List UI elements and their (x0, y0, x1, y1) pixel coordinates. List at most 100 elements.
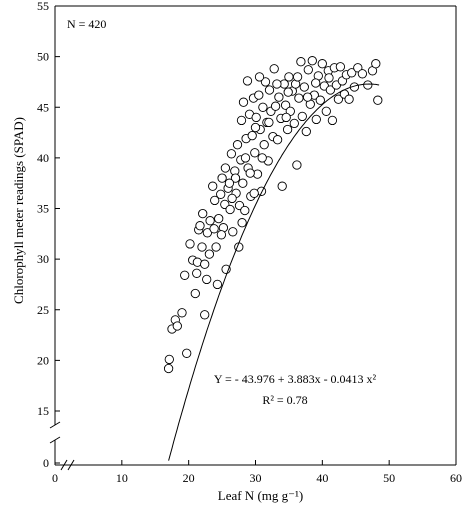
data-point (264, 117, 274, 128)
data-point (301, 126, 311, 137)
data-point (371, 59, 381, 69)
data-point (303, 65, 313, 75)
data-point (296, 57, 306, 67)
r-squared-label: R² = 0.78 (262, 393, 307, 407)
data-point (237, 218, 247, 228)
scatter-chart: 0 15 20 25 30 35 40 45 50 55 0 10 20 30 40 50 60 Leaf N (… (11, 0, 462, 503)
data-point (257, 153, 267, 163)
y-tick-label: 50 (37, 50, 49, 64)
data-point (281, 112, 291, 123)
y-tick-label: 0 (43, 456, 49, 470)
x-axis-break-mark (67, 459, 75, 471)
data-point (228, 227, 238, 237)
data-point (164, 354, 174, 365)
x-axis-break-mark (60, 459, 68, 471)
data-point (208, 181, 218, 191)
data-point (282, 124, 293, 135)
x-tick-label: 20 (183, 471, 195, 485)
data-point (292, 160, 302, 170)
data-point (297, 111, 307, 122)
data-point (321, 106, 331, 116)
data-point (204, 249, 215, 259)
data-point (205, 216, 215, 226)
data-point (195, 221, 205, 231)
data-point (236, 115, 247, 126)
data-point (325, 85, 336, 95)
data-point (292, 72, 303, 82)
data-point (315, 95, 325, 105)
data-point (202, 228, 213, 238)
data-point (333, 94, 344, 104)
data-point (240, 153, 251, 163)
data-point (209, 224, 219, 234)
x-axis-label: Leaf N (mg g⁻¹) (218, 488, 303, 503)
data-point (240, 205, 250, 216)
data-point (202, 274, 212, 285)
data-point (335, 62, 346, 72)
data-point (250, 122, 261, 133)
data-point (284, 72, 294, 82)
data-point (192, 268, 202, 278)
y-tick-label: 15 (37, 404, 49, 418)
data-point (200, 259, 210, 269)
x-tick-label: 60 (450, 471, 462, 485)
data-point (177, 308, 187, 318)
data-point (249, 188, 259, 198)
data-point (245, 168, 255, 178)
data-point (283, 87, 293, 97)
data-point (212, 279, 223, 290)
data-point (289, 118, 299, 129)
y-tick-label: 40 (37, 151, 49, 165)
y-axis-label: Chlorophyll meter readings (SPAD) (11, 117, 26, 304)
data-point (272, 135, 283, 145)
y-tick-label: 45 (37, 100, 49, 114)
data-point (264, 85, 275, 95)
data-point (259, 140, 269, 150)
data-point (232, 140, 243, 150)
data-point (238, 178, 248, 188)
data-point (230, 173, 241, 183)
data-point (220, 163, 231, 173)
data-point (211, 242, 221, 252)
data-point (247, 130, 257, 141)
data-point (311, 114, 321, 125)
data-point (197, 242, 207, 252)
sample-size-label: N = 420 (67, 17, 106, 31)
data-point (216, 230, 227, 240)
data-point (260, 77, 271, 87)
y-tick-label: 30 (37, 252, 49, 266)
data-point (302, 92, 313, 102)
data-point (198, 208, 208, 219)
data-point (277, 181, 287, 191)
regression-equation: Y = - 43.976 + 3.883x - 0.0413 x² (214, 372, 377, 386)
x-tick-label: 50 (383, 471, 395, 485)
x-tick-label: 30 (250, 471, 262, 485)
data-point (217, 173, 227, 183)
data-point (327, 115, 338, 126)
y-tick-label: 25 (37, 303, 49, 317)
data-point (274, 92, 284, 102)
data-point (185, 239, 195, 249)
data-point (347, 68, 357, 78)
x-tick-label: 10 (116, 471, 128, 485)
data-point (250, 148, 260, 158)
data-point (258, 102, 268, 112)
data-point (363, 80, 373, 90)
y-axis-break-mark (49, 436, 61, 444)
data-point (172, 321, 182, 331)
data-point (269, 64, 279, 74)
data-point (251, 112, 261, 123)
data-point (182, 348, 192, 358)
x-tick-label: 40 (316, 471, 328, 485)
x-tick-label: 0 (52, 471, 58, 485)
data-point (270, 101, 281, 111)
data-point (200, 310, 210, 320)
figure-caption (0, 508, 474, 525)
data-point (226, 149, 237, 159)
data-point (254, 90, 264, 100)
data-point (225, 204, 235, 215)
data-point (180, 270, 190, 280)
data-point (280, 100, 291, 110)
data-point (242, 76, 253, 86)
data-point (227, 193, 237, 204)
